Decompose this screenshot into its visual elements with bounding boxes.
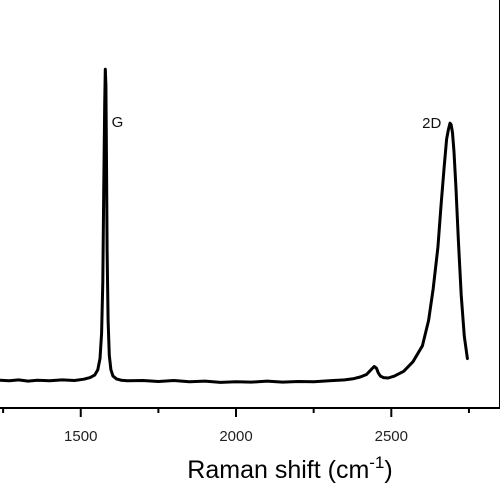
spectrum-line: [0, 67, 469, 384]
x-tick-label: 1500: [64, 428, 97, 445]
peak-label: G: [112, 114, 124, 131]
peak-annotations: G 2D: [112, 114, 442, 132]
x-tick-label: 2500: [375, 428, 408, 445]
x-tick-label: 2000: [219, 428, 252, 445]
x-axis: 1500 2000 2500: [2, 408, 470, 445]
x-axis-title: Raman shift (cm-1): [187, 453, 392, 484]
plot-frame: [0, 0, 500, 409]
peak-label: 2D: [422, 115, 441, 132]
